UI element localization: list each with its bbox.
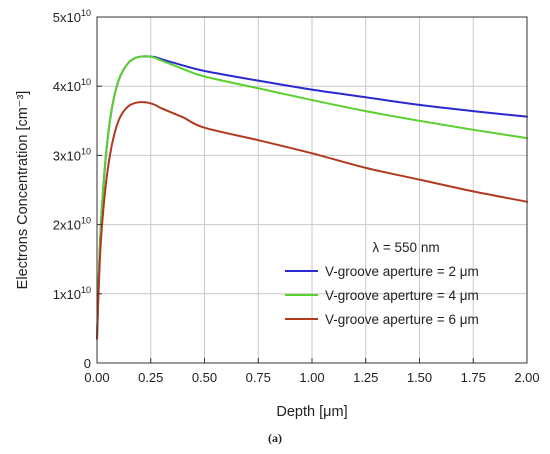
x-tick-label: 0.75 [246, 370, 271, 385]
x-tick-label: 1.00 [299, 370, 324, 385]
y-tick-label: 3x1010 [53, 146, 91, 163]
x-tick-label: 2.00 [514, 370, 539, 385]
y-tick-label: 0 [84, 356, 91, 371]
y-tick-label: 2x1010 [53, 216, 91, 233]
legend-label: V-groove aperture = 6 μm [325, 312, 479, 327]
x-tick-label: 1.75 [461, 370, 486, 385]
x-tick-label: 0.50 [192, 370, 217, 385]
legend-title: λ = 550 nm [372, 240, 439, 255]
legend-label: V-groove aperture = 2 μm [325, 264, 479, 279]
y-axis-title: Electrons Concentration [cm⁻³] [15, 91, 31, 290]
series-line-2 [96, 55, 528, 340]
x-tick-label: 0.25 [138, 370, 163, 385]
y-tick-label: 4x1010 [53, 77, 91, 94]
axis-ticks: 0.00 0.25 0.50 0.75 1.00 1.25 1.50 1.75 2.00 0 1x1… [53, 8, 540, 385]
legend: λ = 550 nm V-groove aperture = 2 μm V-gro… [285, 240, 479, 327]
x-tick-label: 1.50 [407, 370, 432, 385]
x-axis-title: Depth [μm] [276, 404, 347, 420]
legend-label: V-groove aperture = 4 μm [325, 288, 479, 303]
x-tick-label: 0.00 [84, 370, 109, 385]
x-tick-label: 1.25 [353, 370, 378, 385]
series-line-3 [96, 101, 528, 340]
figure-caption: (a) [268, 431, 282, 445]
series-lines [96, 55, 528, 340]
grid [97, 17, 527, 363]
y-tick-label: 1x1010 [53, 285, 91, 302]
y-tick-label: 5x1010 [53, 8, 91, 25]
